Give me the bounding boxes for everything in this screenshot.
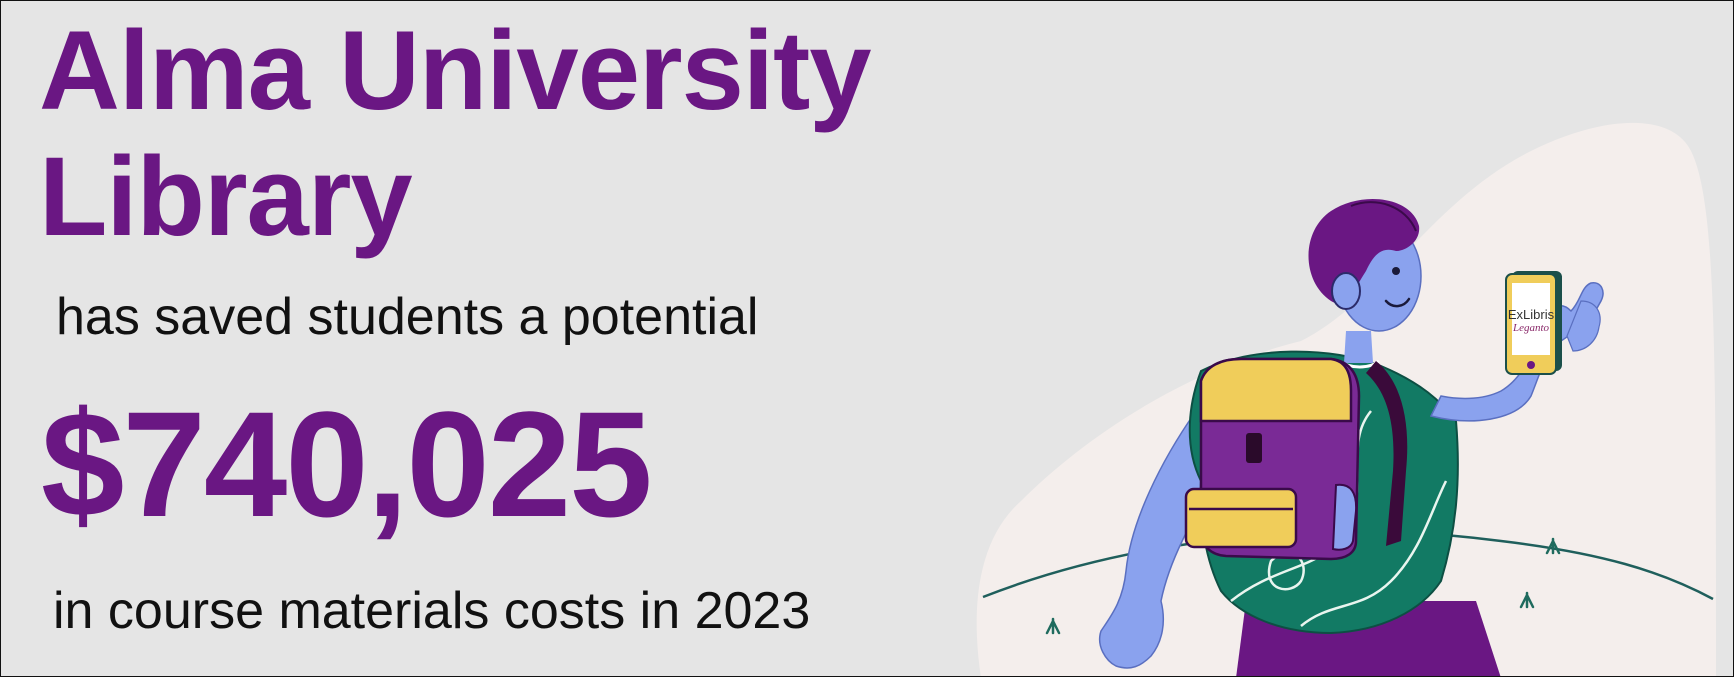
phone-device: ExLibris Leganto xyxy=(1505,271,1562,375)
smile xyxy=(1384,297,1411,308)
backpack xyxy=(1184,357,1361,561)
ear xyxy=(1331,272,1361,310)
student-with-phone-illustration: ExLibris Leganto xyxy=(976,122,1716,676)
headline-line-2: Library xyxy=(39,134,413,259)
savings-amount: $740,025 xyxy=(41,380,653,548)
phone-brand-text: ExLibris xyxy=(1508,307,1555,322)
grass-tufts xyxy=(1045,537,1561,635)
backpack-strap xyxy=(1366,361,1408,546)
neck xyxy=(1344,331,1373,363)
hand-fingers xyxy=(1566,300,1601,352)
eye xyxy=(1392,267,1400,275)
left-arm xyxy=(1099,409,1222,669)
headline-line-1: Alma University xyxy=(39,8,872,133)
phone-product-text: Leganto xyxy=(1512,322,1550,334)
intro-text: has saved students a potential xyxy=(56,288,759,346)
outro-text: in course materials costs in 2023 xyxy=(53,582,811,640)
